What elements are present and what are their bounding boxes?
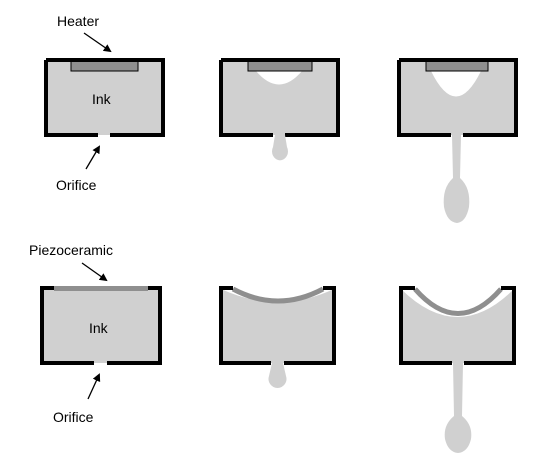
piezo-chamber-flexing (219, 286, 336, 388)
thermal-chamber-bubble-forming (219, 58, 340, 161)
ink-droplet (444, 363, 472, 453)
thermal-row: Heater Ink Orifice (44, 13, 518, 223)
ink-droplet (443, 135, 470, 223)
orifice-label: Orifice (56, 177, 97, 193)
ink-label: Ink (89, 320, 109, 336)
piezo-membrane (413, 287, 503, 316)
thermal-chamber-idle (44, 58, 165, 137)
orifice-label: Orifice (53, 409, 94, 425)
piezo-row: Piezoceramic Ink Orifice (29, 242, 516, 453)
ink-droplet (268, 363, 287, 388)
piezo-chamber-droplet-ejected (399, 286, 516, 453)
piezo-membrane (231, 286, 325, 304)
heater-arrow (83, 32, 112, 53)
ink-fill (221, 289, 334, 363)
piezoceramic-label: Piezoceramic (29, 242, 113, 258)
thermal-chamber-droplet-ejected (397, 58, 518, 223)
chamber-wall (40, 286, 162, 365)
vapor-bubble (256, 71, 302, 85)
chamber-wall (219, 58, 340, 137)
ink-fill (42, 287, 160, 363)
orifice-arrow (87, 373, 101, 400)
chamber-wall (399, 286, 516, 365)
chamber-wall (397, 58, 518, 137)
piezoceramic-arrow (81, 262, 108, 282)
ink-droplet (272, 135, 288, 161)
ink-fill (46, 60, 163, 135)
ink-label: Ink (92, 91, 112, 107)
chamber-wall (44, 58, 165, 137)
orifice-arrow (85, 145, 101, 170)
piezo-element (54, 286, 148, 291)
chamber-wall (219, 286, 336, 365)
vapor-bubble (431, 71, 481, 97)
heater-label: Heater (57, 13, 99, 29)
ink-fill (401, 289, 514, 363)
piezo-chamber-idle (40, 286, 162, 365)
